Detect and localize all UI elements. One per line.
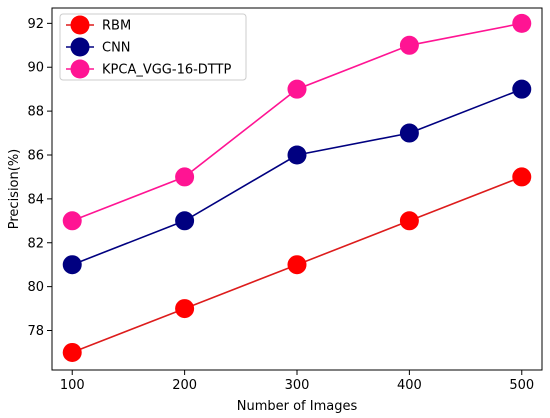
x-tick-label: 500: [509, 378, 534, 393]
x-tick-label: 300: [285, 378, 310, 393]
data-point: [175, 167, 195, 187]
y-tick-label: 80: [27, 280, 44, 295]
data-point: [287, 255, 307, 275]
series-cnn: [62, 79, 532, 275]
data-point: [512, 13, 532, 33]
x-tick-label: 400: [397, 378, 422, 393]
data-point: [399, 211, 419, 231]
data-point: [62, 255, 82, 275]
data-point: [287, 145, 307, 165]
x-tick-label: 100: [60, 378, 85, 393]
data-point: [175, 299, 195, 319]
legend-marker: [70, 37, 90, 57]
legend-label: RBM: [102, 19, 131, 34]
series-kpca-vgg-16-dttp: [62, 13, 532, 231]
series-line: [71, 88, 523, 266]
y-axis-label: Precision(%): [7, 149, 22, 230]
legend-marker: [70, 15, 90, 35]
y-tick-label: 90: [27, 61, 44, 76]
series-rbm: [62, 167, 532, 362]
y-tick-label: 78: [27, 324, 44, 339]
legend-label: CNN: [102, 41, 131, 56]
data-point: [62, 342, 82, 362]
axis-ticks: 100 200 300 400 500 78 80 82 84 86 88 90 92: [27, 17, 534, 393]
data-point: [62, 211, 82, 231]
data-point: [399, 35, 419, 55]
data-point: [512, 167, 532, 187]
y-tick-label: 86: [27, 148, 44, 163]
data-point: [399, 123, 419, 143]
y-tick-label: 84: [27, 192, 44, 207]
legend-marker: [70, 59, 90, 79]
legend: RBM CNN KPCA_VGG-16-DTTP: [59, 13, 247, 81]
x-axis-label: Number of Images: [237, 399, 358, 414]
plot-area: [62, 13, 532, 362]
data-point: [287, 79, 307, 99]
legend-box: [59, 13, 247, 81]
x-tick-label: 200: [172, 378, 197, 393]
y-tick-label: 92: [27, 17, 44, 32]
data-point: [175, 211, 195, 231]
data-point: [512, 79, 532, 99]
legend-label: KPCA_VGG-16-DTTP: [102, 63, 231, 78]
y-tick-label: 88: [27, 105, 44, 120]
y-tick-label: 82: [27, 236, 44, 251]
